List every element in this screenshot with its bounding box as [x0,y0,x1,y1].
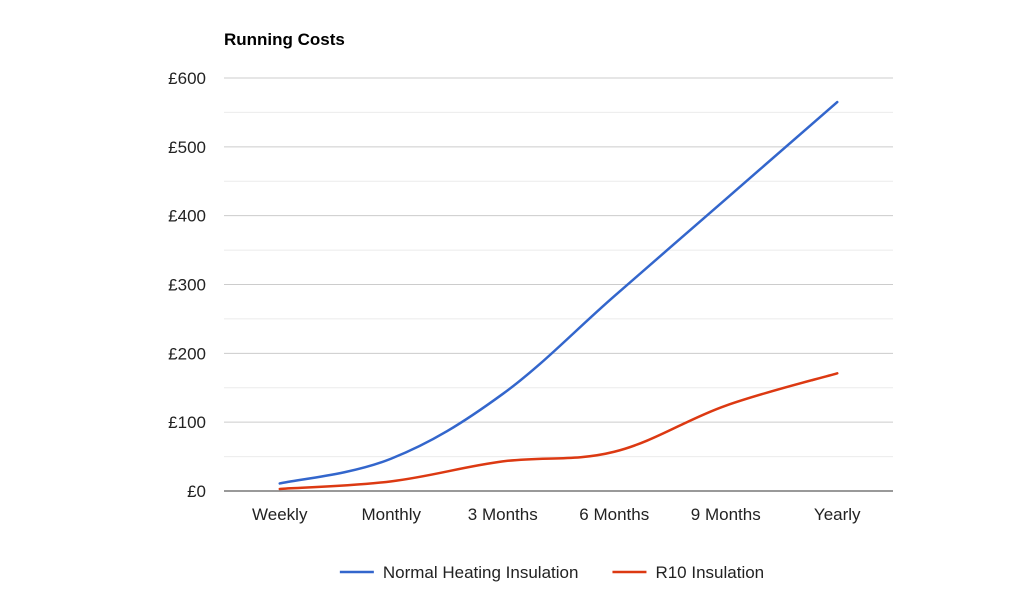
x-axis: Weekly Monthly 3 Months 6 Months 9 Months Yea… [252,505,861,524]
x-tick-label: Weekly [252,505,308,524]
series-line-1 [278,100,839,485]
x-tick-label: Yearly [814,505,861,524]
x-tick-label: Monthly [361,505,421,524]
legend-label: R10 Insulation [655,563,764,582]
x-tick-label: 9 Months [691,505,761,524]
chart-title: Running Costs [224,30,345,49]
y-tick-label: £300 [168,276,206,295]
y-tick-label: £400 [168,207,206,226]
y-tick-label: £0 [187,482,206,501]
y-axis: £0 £100 £200 £300 £400 £500 £600 [168,69,206,501]
x-tick-label: 3 Months [468,505,538,524]
series-lines [278,100,839,491]
x-tick-label: 6 Months [579,505,649,524]
grid-lines [224,77,893,492]
y-tick-label: £200 [168,344,206,363]
y-tick-label: £100 [168,413,206,432]
y-tick-label: £500 [168,138,206,157]
legend-label: Normal Heating Insulation [383,563,579,582]
series-line-2 [278,372,839,491]
legend: Normal Heating Insulation R10 Insulation [339,563,764,582]
y-tick-label: £600 [168,69,206,88]
